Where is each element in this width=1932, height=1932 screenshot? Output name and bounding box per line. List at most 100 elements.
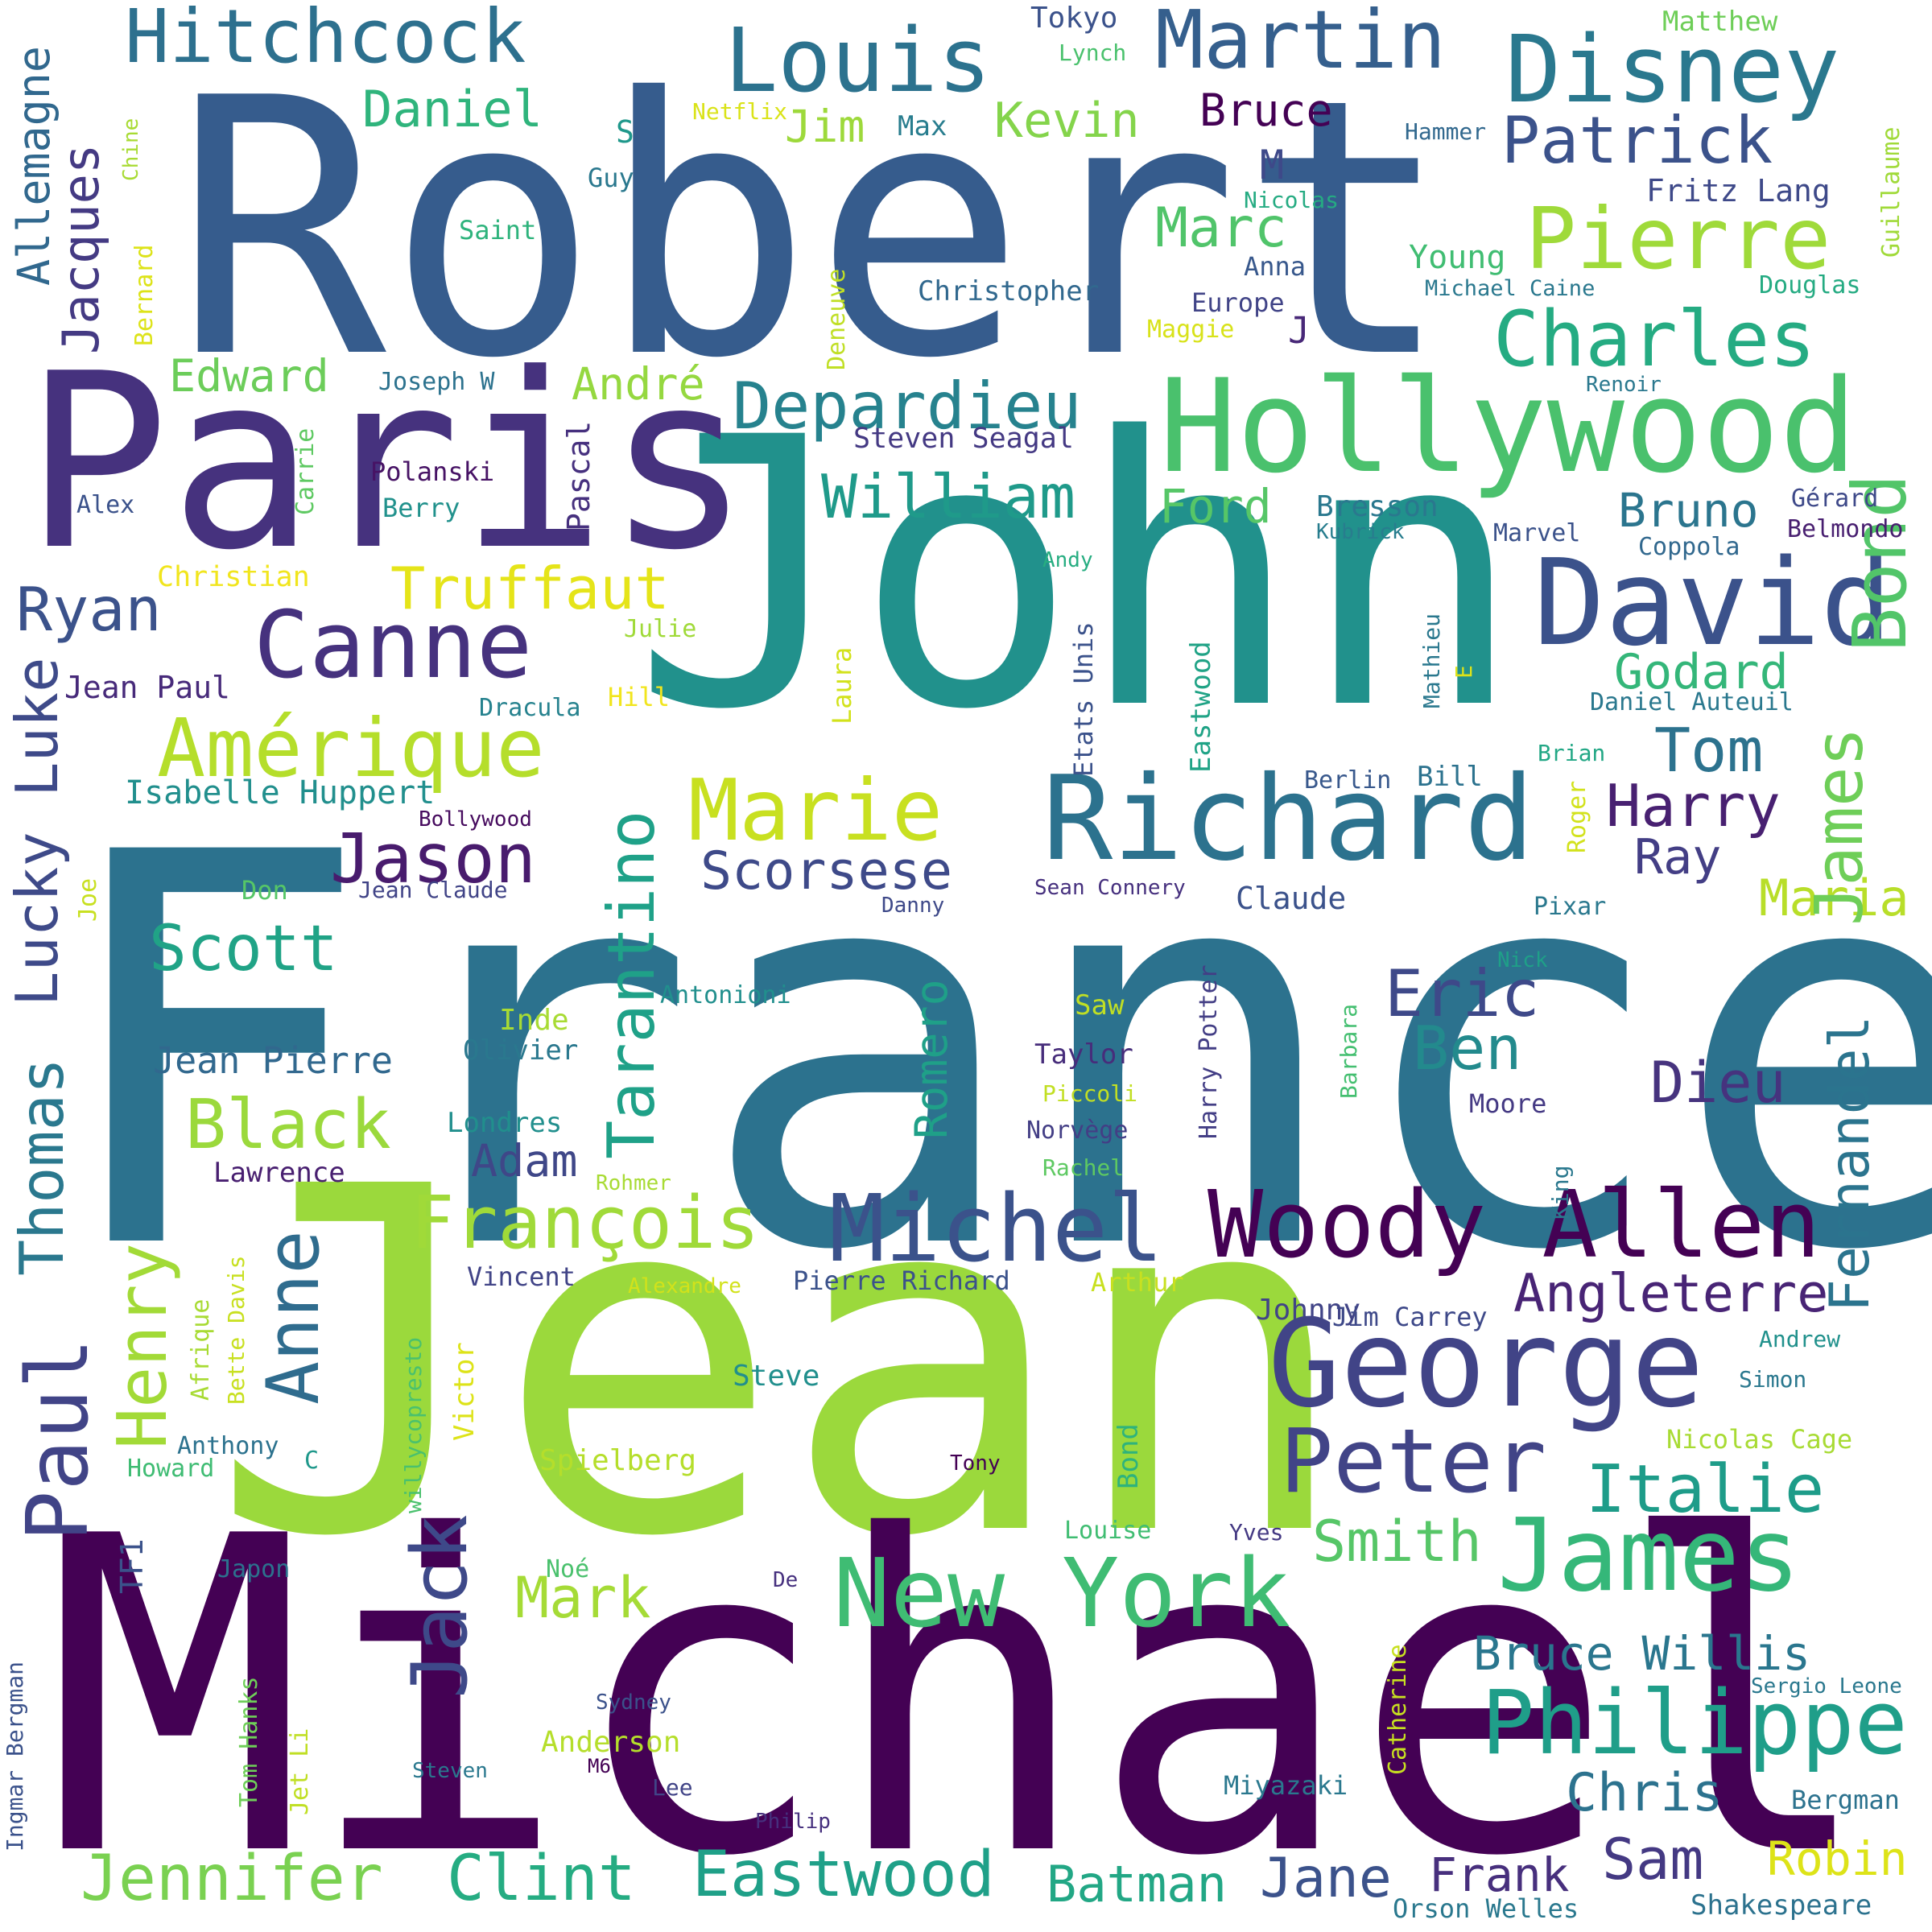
word: willycopresto — [400, 1336, 427, 1513]
word: Clint — [447, 1843, 636, 1915]
word: Nick — [1497, 948, 1548, 972]
word: Catherine — [1384, 1644, 1412, 1775]
word: Marie — [688, 762, 943, 860]
word: James — [1497, 1497, 1801, 1614]
word: Coppola — [1638, 533, 1740, 561]
word: Joseph W — [378, 368, 495, 396]
word: S — [616, 114, 634, 150]
word: Louise — [1064, 1517, 1152, 1545]
word: Mathieu — [1418, 613, 1445, 708]
word: Dracula — [479, 694, 581, 722]
word: François — [411, 1181, 760, 1265]
word: Paul — [9, 1338, 107, 1542]
word: Fernandel — [1818, 1015, 1882, 1312]
word: Saw — [1075, 989, 1125, 1022]
word: Harry Potter — [1195, 964, 1223, 1139]
word: Miyazaki — [1224, 1770, 1348, 1801]
word: Ryan — [16, 574, 162, 645]
word: Jet Li — [286, 1728, 314, 1815]
word: Martin — [1155, 0, 1447, 87]
word: Michel — [829, 1175, 1164, 1283]
word: Antonioni — [660, 981, 791, 1009]
word: Woody Allen — [1208, 1171, 1821, 1279]
word: David — [1534, 534, 1893, 672]
word: Carrie — [291, 427, 320, 515]
word: Rohmer — [596, 1171, 671, 1195]
word: Eastwood — [1185, 641, 1217, 773]
word: Jean Claude — [358, 877, 508, 903]
word: Jacques — [52, 143, 110, 354]
word: Christopher — [918, 275, 1100, 308]
word: Allemagne — [8, 45, 60, 286]
word: France — [48, 741, 1932, 1368]
word: Italie — [1586, 1451, 1825, 1528]
word: Sam — [1602, 1827, 1704, 1893]
word: Steven Seagal — [853, 423, 1074, 455]
word: Nicolas Cage — [1666, 1424, 1853, 1455]
word: TF1 — [114, 1538, 150, 1594]
word: Bond — [1113, 1423, 1145, 1489]
word: Batman — [1046, 1855, 1227, 1913]
word: Orson Welles — [1393, 1893, 1579, 1924]
word: Isabelle Huppert — [125, 774, 436, 811]
word: Roger — [1563, 780, 1591, 853]
word: Christian — [157, 561, 310, 593]
word: Alex — [76, 491, 135, 519]
word: J — [1288, 309, 1311, 352]
word: Lee — [652, 1774, 693, 1801]
word: Daniel Auteuil — [1590, 688, 1794, 716]
word: George — [1268, 1294, 1704, 1435]
word: Sergio Leone — [1751, 1674, 1902, 1699]
word: Chine — [119, 118, 143, 181]
word: Barbara — [1335, 1003, 1362, 1099]
word: Olivier — [463, 1034, 579, 1067]
word: Lynch — [1059, 39, 1127, 66]
word: Eric — [1385, 956, 1540, 1031]
word: De — [773, 1568, 799, 1592]
word: Bill — [1417, 761, 1483, 793]
word: Jim — [785, 101, 865, 152]
word: Jennifer — [80, 1843, 383, 1915]
word: Moore — [1469, 1088, 1547, 1119]
word: Anthony — [177, 1432, 279, 1460]
word: Belmondo — [1787, 515, 1904, 543]
word: Spielberg — [539, 1444, 697, 1477]
word: Berlin — [1304, 766, 1392, 795]
word: Edward — [169, 350, 329, 402]
word: Adam — [471, 1135, 578, 1187]
word: Jean Pierre — [153, 1039, 394, 1082]
word: Charles — [1493, 295, 1816, 384]
word: Vincent — [467, 1261, 576, 1292]
word: Anne — [251, 1230, 336, 1405]
word: Andrew — [1759, 1326, 1841, 1352]
word: Bergman — [1791, 1785, 1900, 1815]
word: Ben — [1413, 1013, 1522, 1084]
word: Jack — [396, 1514, 485, 1699]
word: Jean Paul — [64, 670, 230, 705]
word: Rachel — [1042, 1154, 1125, 1181]
word: Anna — [1244, 251, 1307, 282]
word: Daniel — [362, 80, 543, 138]
word: King — [1547, 1165, 1574, 1220]
word: Steve — [733, 1360, 820, 1393]
word: Dieu — [1650, 1050, 1786, 1116]
word: Jim Carrey — [1332, 1302, 1488, 1332]
word: Depardieu — [733, 369, 1082, 444]
word: Tom Hanks — [235, 1676, 263, 1807]
word: Simon — [1739, 1366, 1807, 1393]
word: Brian — [1538, 740, 1606, 766]
word: Noé — [546, 1555, 590, 1583]
word: Pascal — [561, 420, 597, 531]
word: Tony — [950, 1451, 1001, 1476]
word: Lawrence — [213, 1157, 345, 1189]
word: Gérard — [1791, 485, 1879, 513]
word: Tarantino — [594, 810, 669, 1159]
word: Andy — [1042, 548, 1093, 572]
word: Amérique — [157, 701, 545, 795]
word: Maggie — [1147, 316, 1235, 344]
word: Afrique — [187, 1298, 215, 1401]
word: Shakespeare — [1690, 1889, 1872, 1922]
word: Julie — [624, 615, 697, 643]
word: Sydney — [596, 1690, 671, 1715]
